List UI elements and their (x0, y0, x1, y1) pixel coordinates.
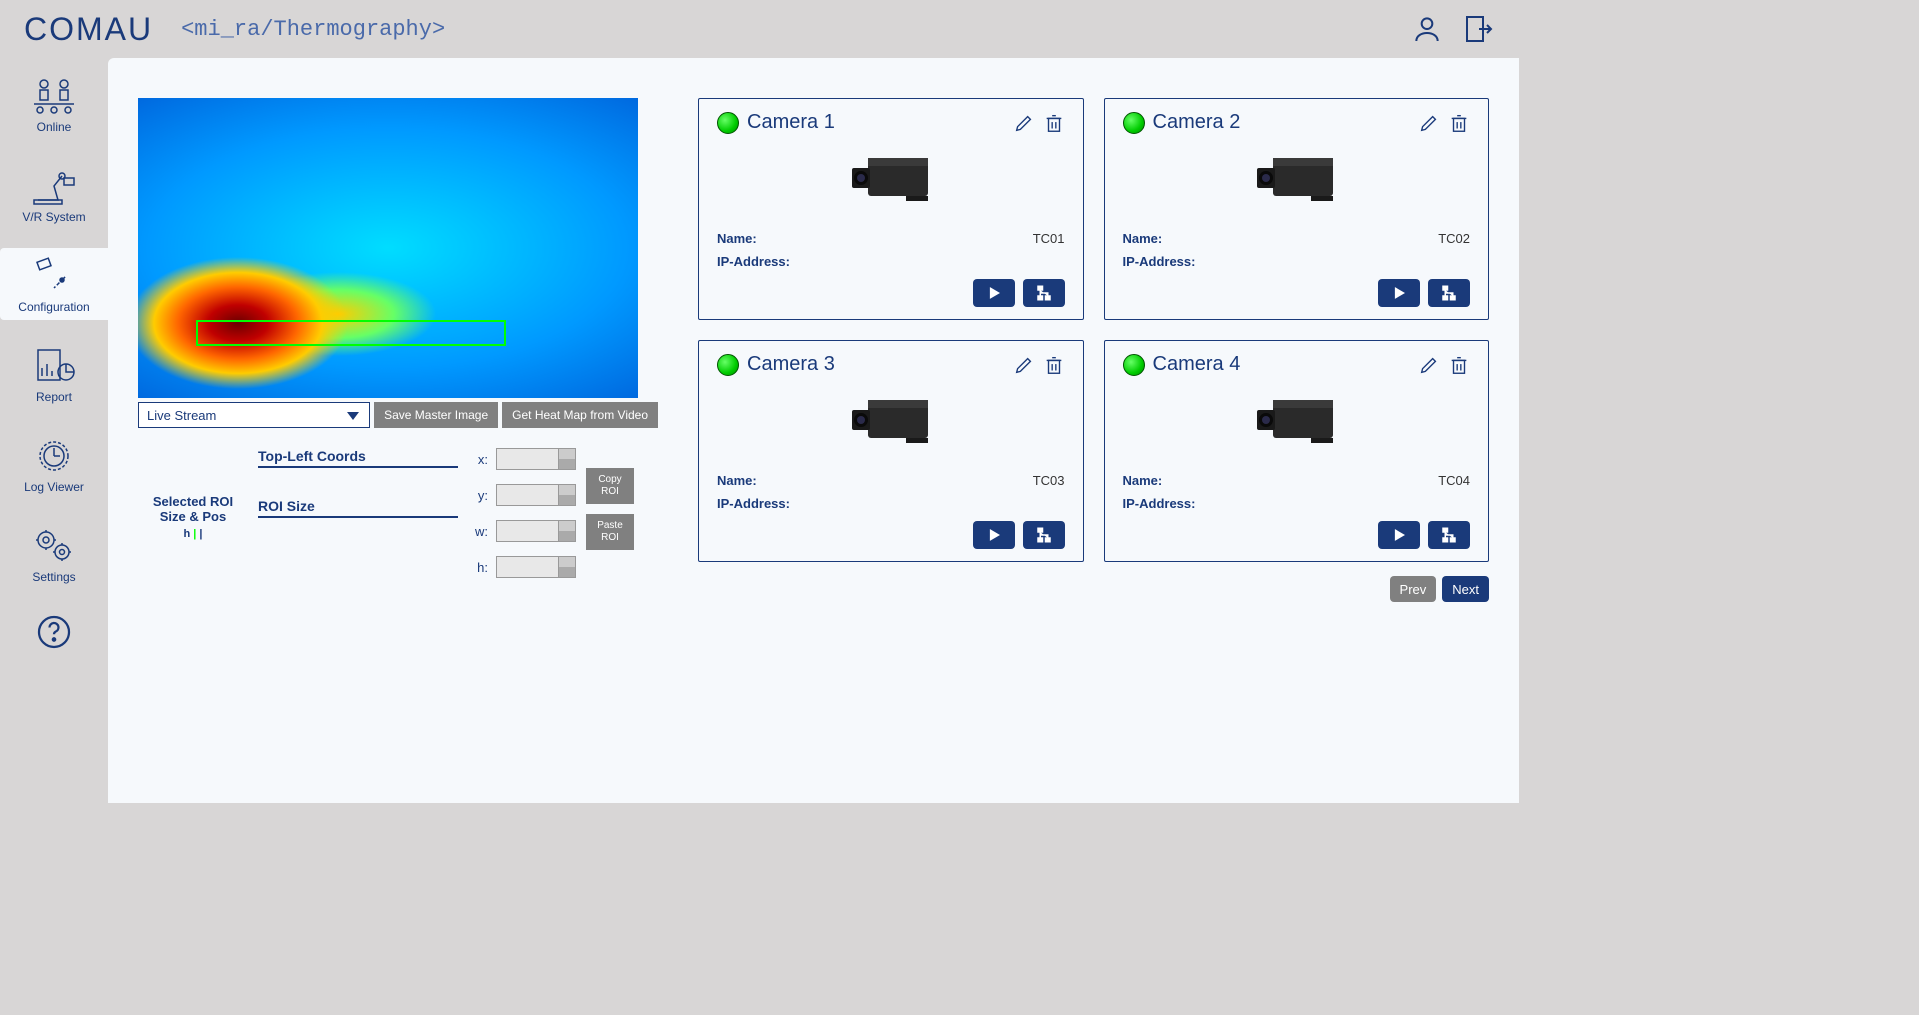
camera-thumbnail (1251, 386, 1341, 455)
roi-title-block: Selected ROI Size & Pos h | | (138, 448, 248, 578)
status-indicator (1123, 112, 1145, 134)
play-button[interactable] (1378, 521, 1420, 549)
ip-label: IP-Address: (1123, 496, 1196, 511)
edit-icon[interactable] (1418, 354, 1440, 376)
name-value: TC02 (1438, 231, 1470, 246)
main-panel: Live Stream Save Master Image Get Heat M… (108, 58, 1519, 803)
name-label: Name: (717, 231, 757, 246)
edit-icon[interactable] (1418, 112, 1440, 134)
nav-label: Log Viewer (24, 480, 84, 494)
exit-icon[interactable] (1463, 13, 1495, 45)
paste-roi-button[interactable]: Paste ROI (586, 514, 634, 550)
nav-label: Configuration (18, 300, 89, 314)
nav-label: Settings (32, 570, 75, 584)
name-label: Name: (1123, 473, 1163, 488)
name-label: Name: (717, 473, 757, 488)
y-input[interactable] (496, 484, 576, 506)
delete-icon[interactable] (1448, 112, 1470, 134)
pager: Prev Next (698, 576, 1489, 602)
prev-button[interactable]: Prev (1390, 576, 1437, 602)
robot-arm-icon (30, 164, 78, 206)
name-label: Name: (1123, 231, 1163, 246)
camera-title: Camera 2 (1153, 111, 1411, 134)
status-indicator (1123, 354, 1145, 376)
camera-card: Camera 1 Name: TC01 IP-Address: (698, 98, 1084, 320)
x-input[interactable] (496, 448, 576, 470)
camera-title: Camera 1 (747, 111, 1005, 134)
camera-title: Camera 3 (747, 353, 1005, 376)
top-left-coords-label: Top-Left Coords (258, 448, 458, 468)
sidebar: Online V/R System Configuration Report L… (0, 58, 108, 803)
play-button[interactable] (973, 521, 1015, 549)
nav-report[interactable]: Report (0, 338, 108, 410)
delete-icon[interactable] (1043, 354, 1065, 376)
nav-label: V/R System (22, 210, 85, 224)
left-panel: Live Stream Save Master Image Get Heat M… (138, 98, 658, 783)
nav-vr-system[interactable]: V/R System (0, 158, 108, 230)
save-master-button[interactable]: Save Master Image (374, 402, 498, 428)
ip-label: IP-Address: (717, 254, 790, 269)
delete-icon[interactable] (1448, 354, 1470, 376)
nav-label: Online (37, 120, 72, 134)
camera-thumbnail (1251, 144, 1341, 213)
camera-card: Camera 3 Name: TC03 IP-Address: (698, 340, 1084, 562)
x-label: x: (468, 452, 488, 467)
play-button[interactable] (973, 279, 1015, 307)
delete-icon[interactable] (1043, 112, 1065, 134)
camera-thumbnail (846, 386, 936, 455)
name-value: TC03 (1033, 473, 1065, 488)
right-panel: Camera 1 Name: TC01 IP-Address: Camera 2 … (698, 98, 1489, 783)
camera-title: Camera 4 (1153, 353, 1411, 376)
nav-configuration[interactable]: Configuration (0, 248, 108, 320)
nav-settings[interactable]: Settings (0, 518, 108, 590)
gears-icon (30, 524, 78, 566)
camera-thumbnail (846, 144, 936, 213)
ip-label: IP-Address: (717, 496, 790, 511)
status-indicator (717, 112, 739, 134)
nav-label: Report (36, 390, 72, 404)
roi-size-label: ROI Size (258, 498, 458, 518)
edit-icon[interactable] (1013, 354, 1035, 376)
play-button[interactable] (1378, 279, 1420, 307)
dropdown-value: Live Stream (147, 408, 216, 423)
help-icon (36, 614, 72, 650)
status-indicator (717, 354, 739, 376)
nav-help[interactable] (0, 608, 108, 656)
name-value: TC01 (1033, 231, 1065, 246)
w-input[interactable] (496, 520, 576, 542)
ip-label: IP-Address: (1123, 254, 1196, 269)
camera-card: Camera 2 Name: TC02 IP-Address: (1104, 98, 1490, 320)
h-label: h: (468, 560, 488, 575)
roi-title: Selected ROI Size & Pos (138, 494, 248, 524)
app-title: <mi_ra/Thermography> (181, 17, 445, 42)
app-header: COMAU <mi_ra/Thermography> (0, 0, 1519, 58)
stream-mode-dropdown[interactable]: Live Stream (138, 402, 370, 428)
name-value: TC04 (1438, 473, 1470, 488)
config-icon (30, 254, 78, 296)
network-button[interactable] (1023, 279, 1065, 307)
nav-online[interactable]: Online (0, 68, 108, 140)
get-heatmap-button[interactable]: Get Heat Map from Video (502, 402, 658, 428)
report-icon (30, 344, 78, 386)
roi-h-marker: h | | (138, 528, 248, 540)
network-button[interactable] (1428, 521, 1470, 549)
h-input[interactable] (496, 556, 576, 578)
workers-icon (30, 74, 78, 116)
thermal-preview[interactable] (138, 98, 638, 398)
user-icon[interactable] (1411, 13, 1443, 45)
copy-roi-button[interactable]: Copy ROI (586, 468, 634, 504)
roi-rectangle[interactable] (196, 320, 506, 346)
network-button[interactable] (1023, 521, 1065, 549)
camera-grid: Camera 1 Name: TC01 IP-Address: Camera 2 … (698, 98, 1489, 562)
camera-card: Camera 4 Name: TC04 IP-Address: (1104, 340, 1490, 562)
edit-icon[interactable] (1013, 112, 1035, 134)
y-label: y: (468, 488, 488, 503)
clock-icon (30, 434, 78, 476)
next-button[interactable]: Next (1442, 576, 1489, 602)
network-button[interactable] (1428, 279, 1470, 307)
logo: COMAU (24, 11, 153, 48)
nav-log-viewer[interactable]: Log Viewer (0, 428, 108, 500)
roi-section: Selected ROI Size & Pos h | | Top-Left C… (138, 448, 658, 578)
w-label: w: (468, 524, 488, 539)
